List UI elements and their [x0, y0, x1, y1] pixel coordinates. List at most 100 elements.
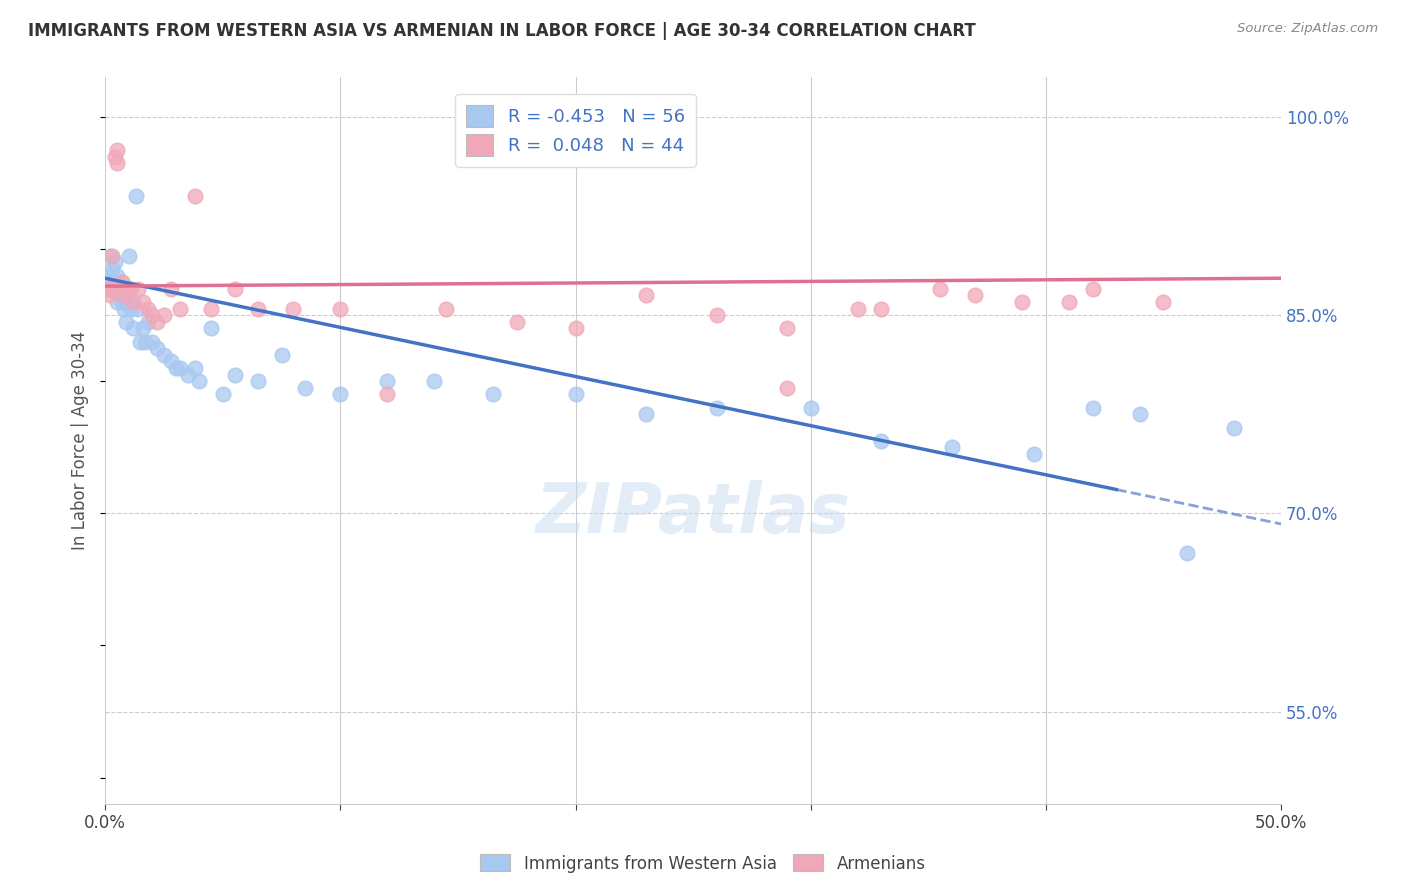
- Text: IMMIGRANTS FROM WESTERN ASIA VS ARMENIAN IN LABOR FORCE | AGE 30-34 CORRELATION : IMMIGRANTS FROM WESTERN ASIA VS ARMENIAN…: [28, 22, 976, 40]
- Point: [564, 387, 586, 401]
- Point: [329, 387, 352, 401]
- Point: [329, 301, 352, 316]
- Point: [153, 348, 176, 362]
- Point: [111, 275, 134, 289]
- Point: [97, 268, 120, 283]
- Point: [105, 143, 128, 157]
- Point: [283, 301, 305, 316]
- Point: [1059, 295, 1081, 310]
- Point: [112, 301, 135, 316]
- Point: [115, 315, 138, 329]
- Point: [294, 381, 316, 395]
- Point: [101, 262, 124, 277]
- Point: [846, 301, 869, 316]
- Point: [120, 301, 142, 316]
- Point: [105, 156, 128, 170]
- Point: [169, 361, 191, 376]
- Point: [112, 295, 135, 310]
- Point: [111, 295, 134, 310]
- Point: [200, 301, 222, 316]
- Point: [127, 282, 149, 296]
- Point: [377, 374, 399, 388]
- Point: [1175, 546, 1198, 560]
- Point: [132, 321, 155, 335]
- Y-axis label: In Labor Force | Age 30-34: In Labor Force | Age 30-34: [72, 331, 89, 550]
- Point: [125, 189, 148, 203]
- Point: [104, 255, 127, 269]
- Point: [270, 348, 292, 362]
- Point: [108, 282, 131, 296]
- Point: [800, 401, 823, 415]
- Point: [115, 282, 138, 296]
- Point: [112, 288, 135, 302]
- Point: [564, 321, 586, 335]
- Point: [104, 150, 127, 164]
- Point: [136, 301, 159, 316]
- Point: [105, 268, 128, 283]
- Point: [1081, 282, 1104, 296]
- Point: [776, 381, 799, 395]
- Point: [98, 249, 121, 263]
- Point: [105, 295, 128, 310]
- Point: [706, 401, 728, 415]
- Point: [423, 374, 446, 388]
- Point: [101, 249, 124, 263]
- Point: [122, 295, 145, 310]
- Point: [1223, 420, 1246, 434]
- Point: [118, 282, 141, 296]
- Point: [108, 288, 131, 302]
- Point: [247, 301, 270, 316]
- Point: [129, 334, 152, 349]
- Point: [111, 275, 134, 289]
- Point: [127, 301, 149, 316]
- Point: [120, 282, 142, 296]
- Point: [165, 361, 187, 376]
- Point: [965, 288, 987, 302]
- Point: [160, 354, 183, 368]
- Point: [200, 321, 222, 335]
- Point: [153, 308, 176, 322]
- Point: [176, 368, 198, 382]
- Point: [108, 282, 131, 296]
- Point: [224, 368, 246, 382]
- Point: [98, 282, 121, 296]
- Point: [482, 387, 505, 401]
- Point: [929, 282, 952, 296]
- Point: [634, 407, 657, 421]
- Point: [146, 315, 169, 329]
- Point: [98, 288, 121, 302]
- Point: [1129, 407, 1152, 421]
- Point: [141, 334, 163, 349]
- Point: [1011, 295, 1033, 310]
- Point: [506, 315, 529, 329]
- Point: [183, 189, 205, 203]
- Point: [97, 282, 120, 296]
- Point: [224, 282, 246, 296]
- Point: [160, 282, 183, 296]
- Point: [136, 315, 159, 329]
- Point: [634, 288, 657, 302]
- Point: [870, 434, 893, 448]
- Point: [169, 301, 191, 316]
- Legend: R = -0.453   N = 56, R =  0.048   N = 44: R = -0.453 N = 56, R = 0.048 N = 44: [456, 94, 696, 167]
- Point: [132, 295, 155, 310]
- Point: [377, 387, 399, 401]
- Point: [146, 341, 169, 355]
- Point: [183, 361, 205, 376]
- Point: [122, 321, 145, 335]
- Point: [211, 387, 233, 401]
- Point: [1152, 295, 1174, 310]
- Point: [188, 374, 211, 388]
- Point: [434, 301, 457, 316]
- Text: Source: ZipAtlas.com: Source: ZipAtlas.com: [1237, 22, 1378, 36]
- Point: [706, 308, 728, 322]
- Point: [118, 295, 141, 310]
- Point: [1022, 447, 1045, 461]
- Point: [101, 282, 124, 296]
- Point: [870, 301, 893, 316]
- Point: [1081, 401, 1104, 415]
- Point: [247, 374, 270, 388]
- Point: [776, 321, 799, 335]
- Point: [141, 308, 163, 322]
- Point: [134, 334, 156, 349]
